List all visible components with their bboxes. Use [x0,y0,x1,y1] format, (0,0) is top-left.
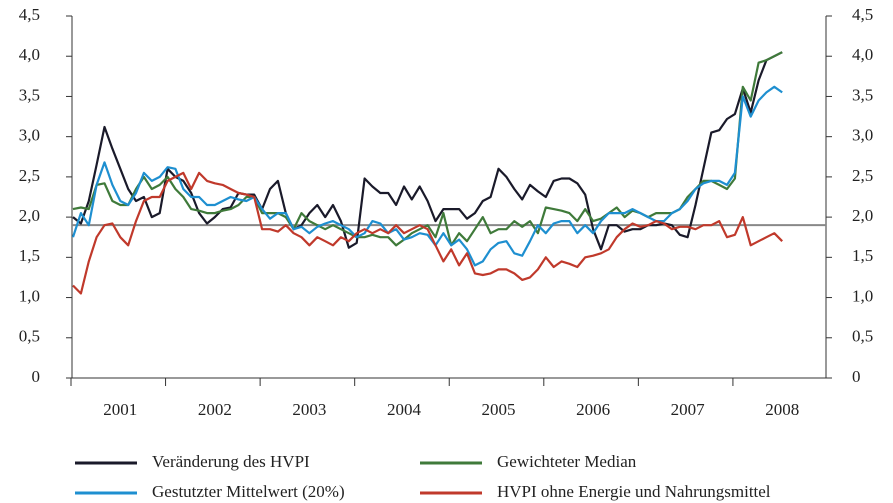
series-line [72,171,783,295]
y-tick-label: 1,5 [19,246,40,265]
series-line [71,85,783,267]
x-tick-label: 2008 [765,400,799,419]
y-tick-label: 3,5 [19,85,40,104]
x-tick-label: 2004 [387,400,422,419]
y-tick-label: 3,0 [19,126,40,145]
legend-label: Veränderung des HVPI [152,452,310,471]
y-tick-label: 2,5 [19,166,40,185]
y2-tick-label: 0,5 [852,327,873,346]
series-line [72,51,783,247]
x-tick-label: 2007 [671,400,706,419]
y2-tick-label: 3,5 [852,85,873,104]
y-tick-label: 1,0 [19,286,40,305]
y2-tick-label: 1,5 [852,246,873,265]
y-tick-label: 0,5 [19,327,40,346]
x-tick-label: 2006 [576,400,610,419]
x-tick-label: 2005 [482,400,516,419]
legend-label: Gewichteter Median [497,452,637,471]
y-tick-label: 0 [32,367,41,386]
y2-tick-label: 4,5 [852,5,873,24]
y-tick-label: 2,0 [19,206,40,225]
y2-tick-label: 1,0 [852,286,873,305]
legend-label: Gestutzter Mittelwert (20%) [152,482,345,501]
x-tick-label: 2001 [103,400,137,419]
y2-tick-label: 2,5 [852,166,873,185]
x-tick-label: 2002 [198,400,232,419]
y2-tick-label: 3,0 [852,126,873,145]
x-tick-label: 2003 [292,400,326,419]
series-line [72,51,783,251]
y2-tick-label: 4,0 [852,45,873,64]
y2-tick-label: 0 [852,367,861,386]
y-tick-label: 4,5 [19,5,40,24]
y2-tick-label: 2,0 [852,206,873,225]
legend-label: HVPI ohne Energie und Nahrungsmittel [497,482,771,501]
y-tick-label: 4,0 [19,45,40,64]
